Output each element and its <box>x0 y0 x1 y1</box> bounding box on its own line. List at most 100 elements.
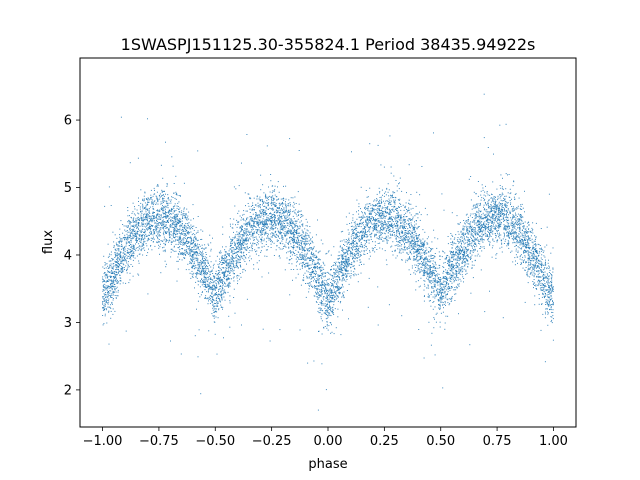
data-point <box>548 312 549 314</box>
data-point <box>422 249 424 251</box>
data-point <box>124 256 126 258</box>
data-point <box>209 271 211 273</box>
data-point <box>327 306 329 308</box>
data-point <box>133 255 135 256</box>
data-point <box>330 300 332 302</box>
data-point <box>391 218 393 220</box>
data-point <box>330 269 332 270</box>
data-point <box>252 227 254 229</box>
data-point <box>299 228 301 230</box>
data-point <box>317 274 319 276</box>
data-point <box>541 284 543 286</box>
data-point <box>225 269 227 271</box>
data-point <box>265 208 267 210</box>
data-point <box>453 254 455 255</box>
data-point <box>289 250 291 252</box>
data-point <box>544 277 546 279</box>
data-point <box>460 231 462 233</box>
data-point <box>286 216 288 218</box>
data-point <box>166 206 168 208</box>
data-point <box>505 226 507 228</box>
data-point <box>293 235 295 237</box>
data-point <box>229 267 231 269</box>
data-point <box>168 229 170 231</box>
data-point <box>197 268 199 270</box>
data-point <box>300 214 302 216</box>
data-point <box>302 262 303 264</box>
data-point <box>277 186 278 188</box>
data-point <box>543 274 544 276</box>
data-point <box>385 209 387 211</box>
data-point <box>289 229 291 231</box>
data-point <box>552 267 554 269</box>
data-point <box>533 276 535 278</box>
data-point <box>533 271 535 273</box>
data-point <box>276 240 278 242</box>
data-point <box>291 233 293 235</box>
data-point <box>420 249 422 251</box>
data-point <box>515 193 517 195</box>
data-point <box>548 300 550 302</box>
data-point <box>330 309 332 311</box>
data-point <box>115 279 117 281</box>
data-point <box>462 276 464 278</box>
data-point <box>122 271 124 273</box>
data-point <box>359 261 361 263</box>
data-point <box>314 263 316 265</box>
data-point <box>520 243 522 245</box>
data-point <box>486 212 488 214</box>
data-point <box>517 227 518 229</box>
data-point <box>312 253 314 255</box>
data-point <box>433 264 435 266</box>
data-point <box>212 299 214 301</box>
data-point <box>495 217 496 218</box>
data-point <box>113 265 115 267</box>
data-point <box>180 240 182 242</box>
data-point <box>157 240 159 242</box>
data-point <box>177 236 179 238</box>
data-point <box>455 253 456 255</box>
data-point <box>379 230 381 231</box>
data-point <box>450 244 452 245</box>
data-point <box>519 215 521 217</box>
data-point <box>152 202 154 204</box>
data-point <box>503 213 505 215</box>
data-point <box>280 224 281 226</box>
data-point <box>230 241 232 243</box>
data-point <box>223 273 225 275</box>
data-point <box>357 225 359 227</box>
data-point <box>462 240 464 242</box>
data-point <box>252 202 254 204</box>
data-point <box>126 250 128 252</box>
data-point <box>471 245 473 247</box>
data-point <box>487 147 489 148</box>
data-point <box>213 285 215 287</box>
data-point <box>165 193 166 195</box>
data-point <box>378 221 380 223</box>
data-point <box>161 209 162 210</box>
data-point <box>262 221 264 223</box>
data-point <box>365 224 367 226</box>
data-point <box>213 263 215 265</box>
data-point <box>220 281 222 283</box>
data-point <box>170 210 172 212</box>
data-point <box>457 245 459 247</box>
data-point <box>404 249 406 251</box>
data-point <box>509 226 510 228</box>
data-point <box>240 234 242 236</box>
data-point <box>155 227 157 229</box>
data-point <box>138 213 140 215</box>
data-point <box>467 216 469 218</box>
data-point <box>528 258 530 260</box>
data-point <box>292 231 294 233</box>
data-point <box>550 286 552 288</box>
data-point <box>463 268 465 270</box>
data-point <box>489 234 490 236</box>
data-point <box>382 226 384 228</box>
data-point <box>473 191 475 193</box>
data-point <box>439 286 441 288</box>
data-point <box>381 208 383 210</box>
data-point <box>447 255 449 257</box>
data-point <box>190 277 192 279</box>
data-point <box>191 249 193 251</box>
